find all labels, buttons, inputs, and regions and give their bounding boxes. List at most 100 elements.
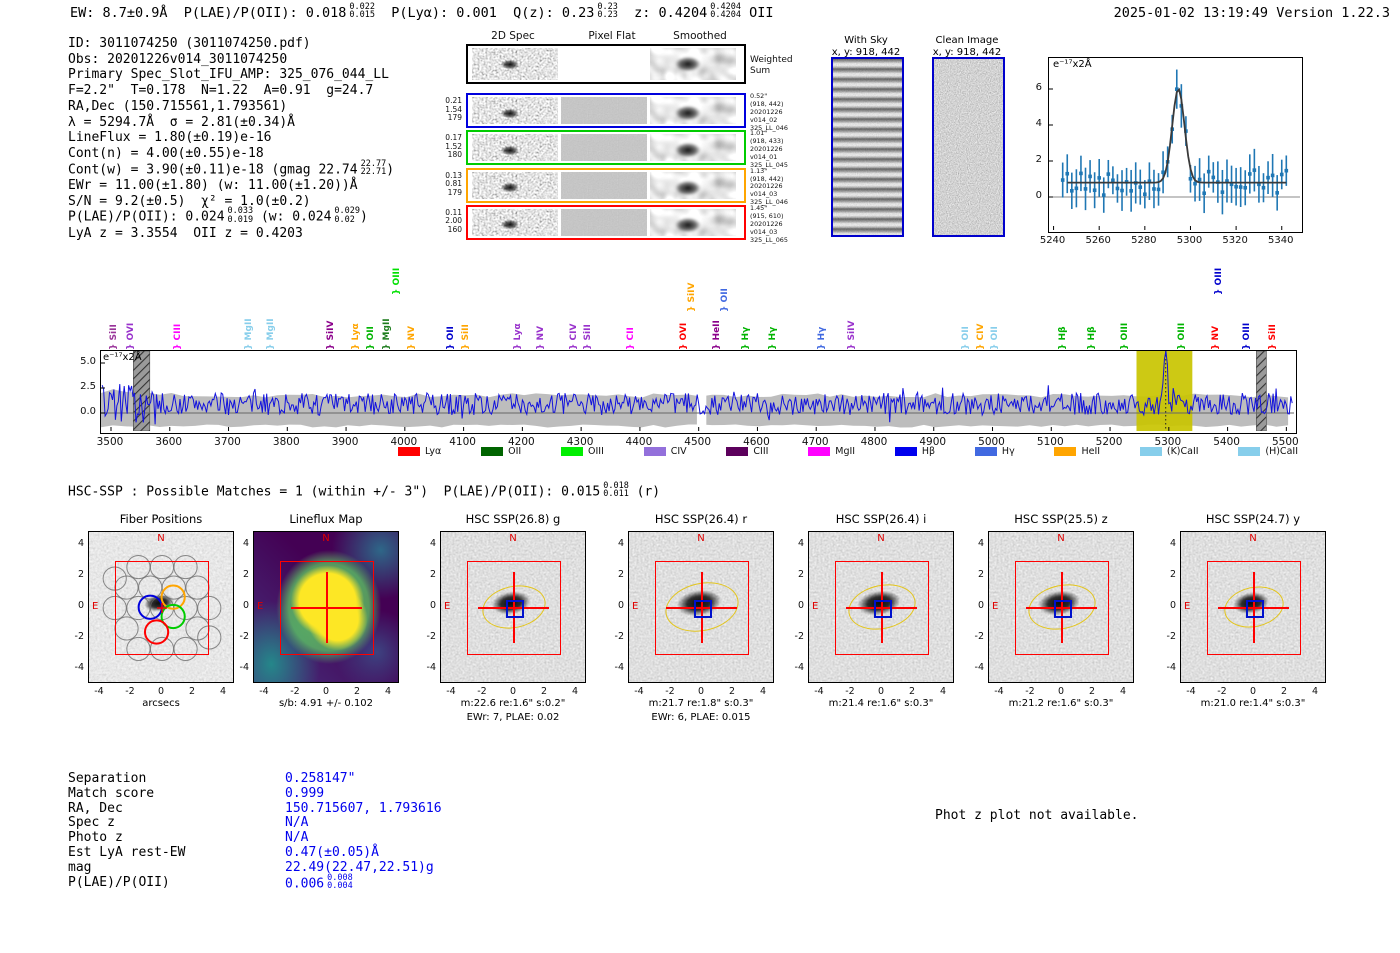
emission-line-label: } OIII	[1241, 322, 1252, 350]
table-row-value: N/A	[285, 830, 308, 846]
col-title-2dspec: 2D Spec	[491, 30, 535, 42]
text-segment: 0.006	[285, 876, 325, 892]
stacked-uncertainty: 0.018 0.011	[603, 482, 629, 499]
emission-line-label: } OII	[366, 326, 377, 350]
extraction-box	[115, 561, 209, 655]
cutout-xtick-label: 4	[759, 686, 767, 697]
right-label-line: 1.01"	[750, 129, 768, 138]
emission-line-label: } CII	[625, 327, 636, 350]
cutout-title: HSC SSP(26.4) i	[835, 512, 927, 526]
cutout-ytick-label: 4	[797, 538, 804, 549]
table-row: Separation 0.258147"	[68, 771, 442, 787]
spec2d-flat-image	[561, 209, 647, 236]
cutout-xtick-label: 0	[509, 686, 517, 697]
spec2d-row	[466, 93, 746, 128]
emission-line-label: } Hβ	[1058, 326, 1069, 350]
table-row-label: Spec z	[68, 815, 115, 831]
east-label: E	[812, 601, 819, 612]
stacked-uncertainty: 0.033 0.019	[228, 207, 254, 224]
emission-line-label: } SiIV	[846, 320, 857, 350]
text-segment: 0.47(±0.05)Å	[285, 844, 379, 860]
text-segment: 0.258147"	[285, 771, 356, 786]
legend-item: Hβ	[894, 446, 935, 457]
uncertainty-hi: 0.022	[349, 2, 375, 12]
cutout-xtick-label: 0	[1249, 686, 1257, 697]
withsky-coords: x, y: 918, 442	[831, 46, 901, 58]
text-segment: z: 0.4204	[617, 5, 708, 22]
cutout-ytick-label: 0	[617, 600, 624, 611]
spec2d-noisy-image	[472, 48, 558, 80]
weighted-sum-row	[466, 44, 746, 84]
cutout-xtick-label: 0	[697, 686, 705, 697]
emission-line-label: } CIV	[569, 323, 580, 350]
cutout-xtick-label: 2	[353, 686, 361, 697]
stacked-uncertainty: 22.77 22.71	[361, 159, 387, 176]
cutout-xtick-label: -4	[994, 686, 1004, 697]
cutout-ytick-label: 2	[977, 569, 984, 580]
cutout-panel-fiber: Fiber Positions N E 4 2 0 -2 -4 -4 -2 0 2 4 arcsecs	[75, 512, 234, 709]
legend-label: CIII	[753, 446, 769, 457]
spectrum-ylabel: e⁻¹⁷x2Å	[103, 352, 142, 363]
info-line: λ = 5294.7Å σ = 2.81(±0.34)Å	[68, 115, 394, 131]
source-blob	[671, 103, 705, 123]
emission-line-label: } OIII	[1177, 322, 1188, 350]
catalog-position-box	[1054, 600, 1072, 618]
right-label-line: 325_LL_046	[750, 198, 788, 207]
emission-line-label: } NV	[407, 325, 418, 350]
legend-label: Hγ	[1001, 446, 1015, 457]
text-segment: P(Lyα): 0.001 Q(z): 0.23	[374, 5, 595, 22]
spectrum-xtick-label: 4900	[919, 436, 947, 448]
right-label-line: v014_01	[750, 153, 778, 162]
clean-title-text: Clean Image	[935, 35, 999, 46]
cutout-xtick-label: -2	[845, 686, 855, 697]
legend-item: Lyα	[398, 446, 441, 457]
right-label-line: 1.13"	[750, 166, 768, 175]
version-label: Version 1.22.3	[1276, 5, 1390, 21]
legend-label: (K)CaII	[1166, 446, 1199, 457]
right-label-line: 0.52"	[750, 92, 768, 100]
east-label: E	[92, 601, 99, 612]
cutout-xtick-label: -2	[1217, 686, 1227, 697]
text-segment: HSC-SSP : Possible Matches = 1 (within +…	[68, 484, 601, 500]
legend-swatch	[808, 447, 831, 456]
cutout-ytick-label: -2	[426, 631, 436, 642]
table-row-label: Est LyA rest-EW	[68, 844, 186, 860]
spectrum-legend: Lyα OII OIII CIV CIII MgII Hβ Hγ HeII (K)CaII (H)C…	[398, 446, 1298, 457]
cutout-ytick-label: 4	[77, 538, 84, 549]
uncertainty-hi: 0.23	[597, 2, 618, 12]
cutout-xtick-label: -4	[259, 686, 269, 697]
emission-line-label: } MgII	[266, 318, 277, 350]
spectrum-xtick-label: 3900	[331, 436, 359, 448]
text-segment: 0.999	[285, 785, 325, 801]
timestamp-version: 2025-01-02 13:19:49 Version 1.22.3	[1114, 5, 1390, 21]
table-row: P(LAE)/P(OII) 0.006 0.008 0.004	[68, 873, 442, 893]
info-line: Cont(n) = 4.00(±0.55)e-18	[68, 146, 394, 162]
cutout-xtick-label: 0	[1057, 686, 1065, 697]
cutout-panel-img-0: HSC SSP(26.8) g N E 4 2 0 -2 -4 -4 -2 0 2 4 m:22.6 re…	[427, 512, 586, 723]
left-label-line: 0.21	[445, 96, 462, 105]
spec2d-row-right-labels: 0.52" (918, 442) 20201226 v014_02 325_LL_046	[750, 92, 788, 133]
cutout-ytick-label: -2	[74, 631, 84, 642]
spec2d-row-left-labels: 0.11 2.00 160	[438, 208, 462, 235]
catalog-position-box	[694, 600, 712, 618]
emission-line-label: } OIII	[1119, 322, 1130, 350]
emission-line-label: } OII	[719, 288, 730, 312]
cutout-xtick-label: 4	[1311, 686, 1319, 697]
cutout-xtick-label: 4	[571, 686, 579, 697]
spectrum-xtick-label: 3800	[272, 436, 300, 448]
sky-stripes-texture	[833, 59, 902, 235]
spectrum-xtick-label: 4100	[449, 436, 476, 448]
cutout-title: HSC SSP(26.4) r	[654, 512, 748, 526]
withsky-title-text: With Sky	[844, 35, 888, 46]
spec2d-row-left-labels: 0.21 1.54 179	[438, 96, 462, 123]
text-segment: Obs: 20201226v014_3011074250	[68, 51, 288, 67]
info-line: EWr = 11.00(±1.80) (w: 11.00(±1.20))Å	[68, 178, 394, 194]
text-segment: P(LAE)/P(OII): 0.024	[68, 210, 225, 226]
north-label: N	[877, 533, 885, 544]
north-label: N	[509, 533, 517, 544]
cutout-xlabel: m:21.2 re:1.6" s:0.3"	[1008, 698, 1114, 709]
cutout-xtick-label: -2	[665, 686, 675, 697]
spectrum-xtick-label: 4600	[743, 436, 770, 448]
